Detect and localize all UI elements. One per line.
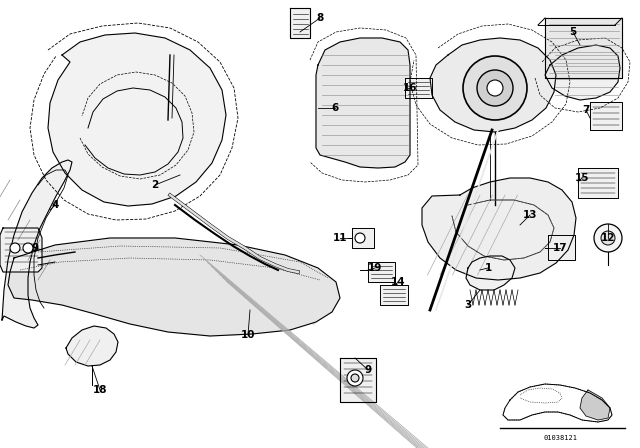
Polygon shape	[545, 45, 620, 100]
Text: 19: 19	[368, 263, 382, 273]
Polygon shape	[503, 384, 612, 422]
Polygon shape	[8, 238, 340, 336]
Circle shape	[23, 243, 33, 253]
Text: 9: 9	[364, 365, 372, 375]
Polygon shape	[548, 235, 575, 260]
Circle shape	[355, 233, 365, 243]
Circle shape	[463, 56, 527, 120]
Text: 12: 12	[601, 233, 615, 243]
Text: 10: 10	[241, 330, 255, 340]
Text: 18: 18	[93, 385, 108, 395]
Polygon shape	[545, 18, 622, 78]
Text: 15: 15	[575, 173, 589, 183]
Circle shape	[487, 80, 503, 96]
Text: 17: 17	[553, 243, 567, 253]
Polygon shape	[466, 256, 515, 290]
Text: 5: 5	[570, 27, 577, 37]
Text: 6: 6	[332, 103, 339, 113]
Text: 14: 14	[390, 277, 405, 287]
Text: 9: 9	[31, 243, 38, 253]
Polygon shape	[2, 160, 72, 328]
Text: 01038121: 01038121	[543, 435, 577, 441]
Text: 1: 1	[484, 263, 492, 273]
Text: 2: 2	[152, 180, 159, 190]
Polygon shape	[66, 326, 118, 366]
Circle shape	[10, 243, 20, 253]
Polygon shape	[352, 228, 374, 248]
Text: 3: 3	[465, 300, 472, 310]
Polygon shape	[405, 78, 432, 98]
Circle shape	[601, 231, 615, 245]
Polygon shape	[316, 38, 410, 168]
Polygon shape	[580, 390, 610, 420]
Text: 8: 8	[316, 13, 324, 23]
Circle shape	[477, 70, 513, 106]
Circle shape	[347, 370, 363, 386]
Polygon shape	[380, 285, 408, 305]
Polygon shape	[48, 33, 226, 206]
Polygon shape	[368, 262, 395, 282]
Text: 4: 4	[51, 200, 59, 210]
Text: 13: 13	[523, 210, 537, 220]
Polygon shape	[0, 228, 42, 272]
Text: 7: 7	[582, 105, 589, 115]
Text: 16: 16	[403, 83, 417, 93]
Polygon shape	[340, 358, 376, 402]
Polygon shape	[578, 168, 618, 198]
Text: 11: 11	[333, 233, 348, 243]
Circle shape	[351, 374, 359, 382]
Polygon shape	[430, 38, 556, 132]
Polygon shape	[290, 8, 310, 38]
Polygon shape	[590, 102, 622, 130]
Polygon shape	[422, 178, 576, 280]
Circle shape	[594, 224, 622, 252]
